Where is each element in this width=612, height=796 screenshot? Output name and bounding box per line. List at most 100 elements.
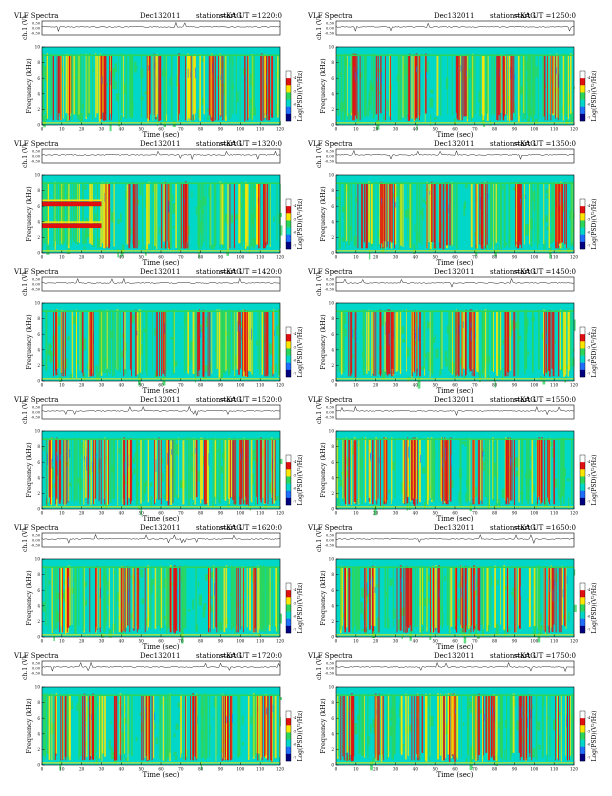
sferic-streak — [559, 181, 562, 249]
time-tick-label: 40 — [413, 127, 419, 132]
sferic-streak — [56, 56, 58, 120]
burst-streak — [531, 695, 533, 761]
sferic-streak — [112, 439, 114, 499]
noise-streak — [548, 233, 552, 245]
burst-streak — [367, 183, 368, 249]
sferic-streak — [469, 437, 471, 502]
noise-streak — [140, 723, 144, 733]
sferic-streak — [486, 566, 488, 632]
sferic-streak — [407, 56, 410, 116]
time-tick-label: 80 — [492, 639, 498, 644]
low-streak — [353, 66, 355, 79]
sferic-streak — [425, 439, 428, 504]
colorbar-segment — [286, 718, 291, 726]
noise-streak — [202, 455, 205, 466]
sferic-streak — [63, 182, 66, 243]
low-streak — [240, 327, 242, 341]
noise-streak — [424, 201, 427, 205]
panel-date: Dec132011 — [434, 140, 474, 148]
sferic-streak — [48, 695, 51, 760]
noise-streak — [344, 328, 347, 337]
sferic-streak — [461, 695, 462, 758]
noise-streak — [173, 751, 177, 756]
sferic-streak — [202, 695, 204, 759]
ch1-axis-label: ch.1 (V) — [316, 144, 323, 168]
colorbar-segment — [580, 206, 585, 214]
sferic-streak — [481, 311, 483, 373]
sferic-streak — [276, 183, 278, 241]
sferic-streak — [484, 181, 486, 246]
burst-streak — [257, 695, 259, 761]
sferic-streak — [122, 55, 124, 117]
burst-streak — [233, 439, 235, 505]
sferic-streak — [268, 567, 270, 625]
sferic-streak — [201, 183, 203, 246]
sferic-streak — [425, 566, 427, 628]
burst-streak — [183, 183, 184, 249]
burst-streak — [102, 55, 104, 121]
time-tick-label: 30 — [393, 511, 399, 516]
sferic-streak — [524, 56, 527, 120]
noise-streak — [478, 362, 480, 375]
sferic-streak — [498, 311, 501, 376]
burst-streak — [524, 695, 526, 761]
sferic-streak — [173, 438, 176, 498]
sferic-streak — [468, 56, 469, 117]
burst-streak — [462, 567, 464, 633]
sferic-streak — [259, 437, 262, 500]
ch1-axis-label: ch.1 (V) — [22, 400, 29, 424]
noise-streak — [140, 504, 142, 516]
sferic-streak — [435, 565, 437, 628]
noise-streak — [110, 720, 112, 725]
colorbar-segment — [580, 725, 585, 733]
time-tick-label: 10 — [353, 511, 359, 516]
freq-tick-label: 10 — [329, 685, 335, 690]
freq-tick-label: 4 — [331, 603, 334, 608]
sferic-streak — [208, 54, 211, 116]
noise-streak — [429, 358, 433, 366]
ch1-frame — [335, 404, 575, 420]
sferic-streak — [266, 567, 268, 629]
noise-streak — [532, 748, 536, 758]
freq-tick-label: 0 — [37, 379, 40, 384]
time-tick-label: 100 — [236, 767, 244, 772]
noise-streak — [466, 625, 469, 630]
sferic-streak — [92, 311, 93, 374]
burst-streak — [473, 311, 475, 377]
noise-streak — [211, 244, 215, 250]
burst-streak — [100, 439, 102, 505]
noise-streak — [131, 315, 135, 319]
colorbar-tick-label: -5 — [293, 473, 296, 477]
colorbar-segment — [580, 234, 585, 243]
noise-streak — [85, 724, 87, 727]
noise-streak — [258, 733, 261, 737]
sferic-streak — [262, 568, 264, 625]
time-tick-label: 80 — [492, 127, 498, 132]
noise-streak — [509, 66, 512, 74]
top-edge-band — [42, 694, 280, 697]
noise-streak — [539, 626, 543, 636]
noise-streak — [559, 359, 561, 366]
time-tick-label: 10 — [59, 767, 65, 772]
sferic-streak — [252, 183, 255, 249]
noise-streak — [546, 195, 550, 199]
sferic-streak — [527, 440, 530, 505]
sferic-streak — [467, 693, 470, 757]
sferic-streak — [79, 311, 81, 371]
colorbar-tick-label: -7 — [587, 244, 590, 248]
low-streak — [208, 453, 210, 466]
burst-streak — [349, 567, 351, 633]
ch1-waveform — [335, 22, 575, 32]
colorbar-tick-label: -6 — [293, 103, 296, 107]
sferic-streak — [342, 438, 344, 499]
sferic-streak — [466, 54, 469, 122]
time-tick-label: 50 — [138, 639, 144, 644]
low-streak — [232, 713, 233, 723]
freq-tick-label: 4 — [331, 475, 334, 480]
freq-tick-label: 0 — [331, 251, 334, 256]
sferic-streak — [256, 439, 258, 497]
sferic-streak — [538, 437, 540, 497]
colorbar-segment — [286, 369, 291, 378]
low-streak — [101, 76, 103, 84]
noise-streak — [416, 118, 418, 130]
